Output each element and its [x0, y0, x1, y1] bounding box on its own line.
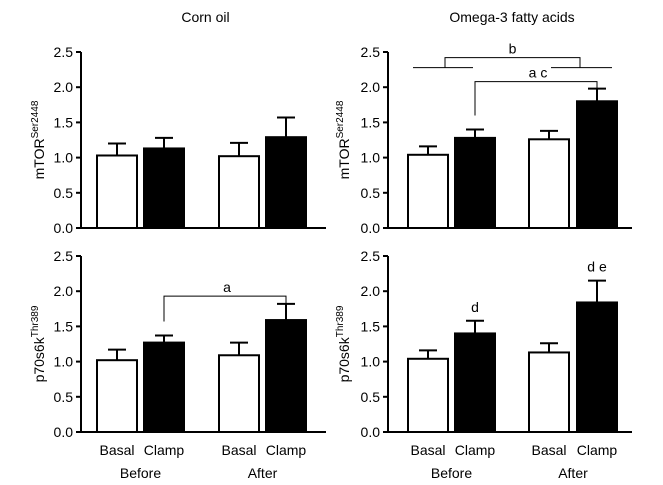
- y-tick-label: 0.5: [54, 185, 74, 201]
- y-tick-label: 2.0: [54, 79, 74, 95]
- y-axis-label: p70s6kThr389: [30, 305, 47, 382]
- y-axis-label: p70s6kThr389: [335, 305, 352, 382]
- bar-basal: [218, 354, 260, 434]
- significance-label: a c: [529, 65, 548, 81]
- y-axis-label: mTORSer2448: [30, 100, 47, 179]
- bar-clamp: [576, 301, 618, 433]
- y-tick-label: 1.5: [361, 114, 381, 130]
- panel-bottom-right: 0.0 0.5 1.0 1.5 2.0 2.5 p70s6kThr389 Basal Clamp…: [335, 248, 632, 481]
- x-tick-label: Basal: [531, 442, 566, 458]
- y-tick-label: 2.5: [54, 44, 74, 60]
- y-tick-label: 2.0: [361, 79, 381, 95]
- panel-bottom-left: 0.0 0.5 1.0 1.5 2.0 2.5 p70s6kThr389 Basal Clamp…: [30, 248, 326, 481]
- bar-clamp: [576, 100, 618, 229]
- y-axis-label-main: p70s6k: [31, 336, 47, 382]
- y-tick-label: 0.5: [361, 185, 381, 201]
- panel-top-left: Corn oil 0.0 0.5 1.0 1.5 2.0 2.5 mTORSer2448: [30, 9, 326, 236]
- x-tick-label: Basal: [221, 442, 256, 458]
- y-tick-label: 1.0: [54, 150, 74, 166]
- bar-basal: [407, 357, 449, 433]
- significance-bracket: [474, 81, 598, 116]
- x-group-label: After: [558, 465, 588, 481]
- significance-group-bracket: [413, 57, 612, 69]
- bar-clamp: [454, 136, 496, 229]
- y-axis-label-superscript: Thr389: [30, 305, 41, 337]
- y-tick-label: 0.0: [361, 424, 381, 440]
- x-group-label: Before: [120, 465, 161, 481]
- bar-clamp: [143, 147, 185, 229]
- y-axis-label-superscript: Ser2448: [335, 100, 346, 138]
- y-axis-label: mTORSer2448: [335, 100, 352, 179]
- x-tick-label: Clamp: [455, 442, 496, 458]
- y-tick-label: 1.5: [54, 318, 74, 334]
- y-tick-label: 2.0: [361, 283, 381, 299]
- y-tick-label: 2.5: [361, 44, 381, 60]
- y-tick-label: 1.0: [54, 354, 74, 370]
- x-tick-label: Clamp: [144, 442, 185, 458]
- y-tick-label: 2.5: [361, 248, 381, 264]
- x-tick-label: Clamp: [266, 442, 307, 458]
- y-axis-label-superscript: Ser2448: [30, 100, 41, 138]
- y-axis-label-main: mTOR: [31, 138, 47, 179]
- y-tick-label: 0.5: [54, 389, 74, 405]
- y-tick-label: 2.5: [54, 248, 74, 264]
- panel-title: Omega-3 fatty acids: [449, 9, 574, 25]
- bar-clamp: [265, 136, 307, 230]
- y-tick-label: 1.5: [54, 114, 74, 130]
- significance-label: a: [223, 279, 231, 295]
- panel-title: Corn oil: [181, 9, 229, 25]
- y-tick-label: 2.0: [54, 283, 74, 299]
- x-group-label: After: [248, 465, 278, 481]
- y-tick-label: 1.5: [361, 318, 381, 334]
- y-axis-label-main: mTOR: [336, 138, 352, 179]
- bar-basal: [407, 153, 449, 229]
- bar-clamp: [143, 341, 185, 434]
- bar-basal: [218, 155, 260, 229]
- bar-clamp: [265, 319, 307, 433]
- bar-basal: [96, 154, 138, 230]
- x-tick-label: Basal: [99, 442, 134, 458]
- y-axis-label-main: p70s6k: [336, 336, 352, 382]
- y-tick-label: 1.0: [361, 354, 381, 370]
- x-tick-label: Clamp: [577, 442, 618, 458]
- y-tick-label: 0.0: [54, 220, 74, 236]
- bar-basal: [528, 138, 570, 230]
- bar-clamp: [454, 332, 496, 433]
- significance-label: b: [509, 41, 517, 57]
- y-tick-label: 0.0: [54, 424, 74, 440]
- x-tick-label: Basal: [410, 442, 445, 458]
- bar-basal: [528, 351, 570, 433]
- significance-label: d: [471, 299, 479, 315]
- y-tick-label: 1.0: [361, 150, 381, 166]
- panel-top-right: Omega-3 fatty acids 0.0 0.5 1.0 1.5 2.0 2.5 mTO…: [335, 9, 632, 236]
- bar-basal: [96, 359, 138, 433]
- x-group-label: Before: [431, 465, 472, 481]
- y-axis-label-superscript: Thr389: [335, 305, 346, 337]
- y-tick-label: 0.5: [361, 389, 381, 405]
- y-tick-label: 0.0: [361, 220, 381, 236]
- significance-bracket: [163, 295, 287, 322]
- significance-label: d e: [587, 259, 607, 275]
